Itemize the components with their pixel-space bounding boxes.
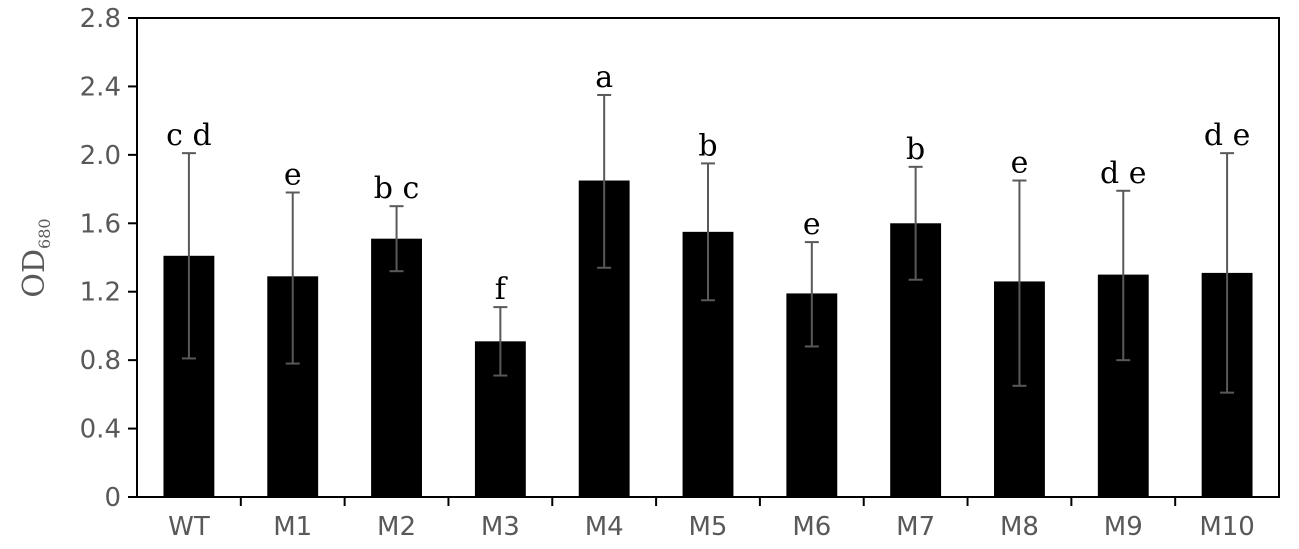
x-tick-label: M5: [689, 512, 728, 542]
y-tick-label: 2.4: [80, 72, 121, 102]
y-axis-label: OD680: [17, 218, 54, 297]
x-tick-label: M3: [481, 512, 520, 542]
x-tick-label: M8: [1000, 512, 1039, 542]
x-tick-label: M2: [377, 512, 416, 542]
significance-letter: f: [495, 272, 508, 307]
significance-letter: d e: [1100, 156, 1147, 191]
y-tick-label: 0.4: [80, 415, 121, 445]
significance-letter: e: [1011, 146, 1029, 181]
significance-letter: d e: [1204, 118, 1251, 153]
bar-m2: [371, 238, 422, 498]
y-tick-label: 0: [104, 483, 121, 513]
significance-letter: c d: [166, 118, 212, 153]
y-tick-label: 2.8: [80, 4, 121, 34]
svg-text:OD680: OD680: [17, 218, 54, 297]
significance-letter: b c: [374, 171, 420, 206]
y-tick-label: 1.6: [80, 209, 121, 239]
significance-letter: e: [803, 207, 821, 242]
x-tick-label: M1: [273, 512, 312, 542]
x-tick-label: M6: [792, 512, 831, 542]
x-tick-label: WT: [168, 512, 210, 542]
y-axis-label-subscript: 680: [35, 218, 54, 249]
x-tick-label: M9: [1104, 512, 1143, 542]
plot-frame: [136, 17, 1280, 498]
y-tick-label: 1.2: [80, 278, 121, 308]
significance-letter: b: [906, 132, 925, 167]
y-axis-label-main: OD: [17, 249, 52, 298]
significance-letter: e: [284, 157, 302, 192]
y-tick-label: 2.0: [80, 141, 121, 171]
x-tick-label: M4: [585, 512, 624, 542]
significance-letter: a: [595, 60, 613, 95]
y-tick-label: 0.8: [80, 346, 121, 376]
x-tick-label: M10: [1199, 512, 1255, 542]
significance-letter: b: [698, 128, 717, 163]
x-tick-label: M7: [896, 512, 935, 542]
